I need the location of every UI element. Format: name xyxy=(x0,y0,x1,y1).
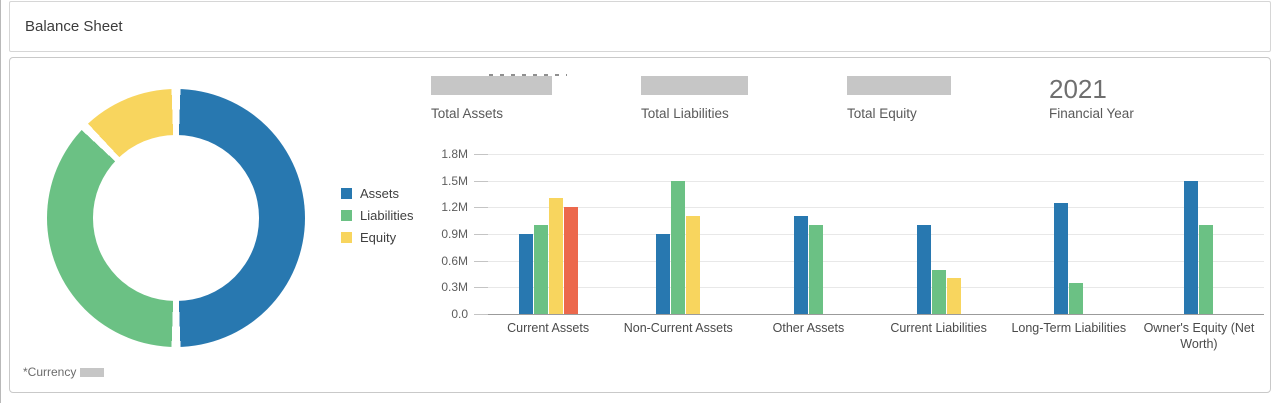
kpi-label: Total Equity xyxy=(847,106,917,121)
kpi-label: Total Liabilities xyxy=(641,106,729,121)
page-title: Balance Sheet xyxy=(25,18,123,35)
x-category-label: Long-Term Liabilities xyxy=(1011,321,1127,335)
y-tick-mark xyxy=(474,180,488,182)
x-category-label: Owner's Equity (Net Worth) xyxy=(1143,321,1255,352)
bar-group xyxy=(483,154,613,314)
bar-chart-plot-area: 1.8M 1.5M 1.2M 0.9M 0.6M 0.3M 0.0 xyxy=(441,147,1264,321)
y-tick-label: 0.3M xyxy=(441,280,468,295)
bar-assets[interactable] xyxy=(1054,202,1069,314)
gridline xyxy=(483,287,1264,289)
bar-liabilities[interactable] xyxy=(808,225,823,314)
title-card: Balance Sheet xyxy=(9,1,1271,52)
y-tick-mark xyxy=(474,260,488,262)
legend-label: Equity xyxy=(360,230,397,245)
x-category-label: Non-Current Assets xyxy=(623,321,733,335)
bar-liabilities[interactable] xyxy=(1199,225,1214,314)
equity-swatch-icon xyxy=(341,232,352,243)
page-left-edge xyxy=(0,0,1,403)
bar-assets[interactable] xyxy=(518,234,533,314)
x-category-label: Current Liabilities xyxy=(890,321,987,335)
gridline xyxy=(483,207,1264,209)
y-tick-mark xyxy=(474,234,488,235)
bar-assets[interactable] xyxy=(793,216,808,314)
kpi-value: 2021 xyxy=(1049,74,1134,104)
bar-liabilities[interactable] xyxy=(931,269,946,314)
bar-group xyxy=(743,154,873,314)
bar-liabilities[interactable] xyxy=(1069,282,1084,314)
kpi-total-liabilities: Total Liabilities xyxy=(641,74,748,121)
bar-group xyxy=(613,154,743,314)
currency-footnote: *Currency xyxy=(23,365,105,379)
chart-legend: Assets Liabilities Equity xyxy=(341,186,413,252)
y-tick-label: 0.0 xyxy=(451,307,468,321)
bar-group xyxy=(874,154,1004,314)
redacted-value-block xyxy=(641,76,748,95)
bar-groups xyxy=(483,154,1264,314)
redacted-digit-tops xyxy=(489,74,567,76)
kpi-total-equity: Total Equity xyxy=(847,74,951,121)
kpi-label: Financial Year xyxy=(1049,106,1134,121)
x-axis-line xyxy=(474,314,1264,315)
y-tick-mark xyxy=(474,207,488,209)
bar-equity[interactable] xyxy=(686,216,701,314)
assets-swatch-icon xyxy=(341,188,352,199)
bar-group xyxy=(1004,154,1134,314)
y-tick-label: 0.9M xyxy=(441,227,468,241)
y-tick-mark xyxy=(474,314,488,315)
gridline xyxy=(483,154,1264,155)
y-tick-mark xyxy=(474,287,488,289)
gridline xyxy=(483,260,1264,262)
bar-chart-category-labels: Current Assets Non-Current Assets Other As… xyxy=(483,320,1264,353)
donut-chart[interactable] xyxy=(47,89,305,347)
legend-item-liabilities[interactable]: Liabilities xyxy=(341,208,413,223)
redacted-value-block xyxy=(847,76,951,95)
y-tick-label: 1.5M xyxy=(441,173,468,188)
bar-extra[interactable] xyxy=(563,207,578,314)
legend-item-equity[interactable]: Equity xyxy=(341,230,413,245)
bar-equity[interactable] xyxy=(548,198,563,314)
gridline xyxy=(483,180,1264,182)
y-tick-mark xyxy=(474,154,488,155)
bar-assets[interactable] xyxy=(656,234,671,314)
y-tick-label: 0.6M xyxy=(441,253,468,268)
x-category-label: Current Assets xyxy=(507,321,590,335)
bar-group xyxy=(1134,154,1264,314)
redacted-value-block xyxy=(431,76,552,95)
kpi-label: Total Assets xyxy=(431,106,504,121)
y-tick-label: 1.2M xyxy=(441,200,468,215)
bar-liabilities[interactable] xyxy=(671,180,686,314)
bar-liabilities[interactable] xyxy=(533,225,548,314)
redacted-currency-block xyxy=(80,367,105,377)
kpi-financial-year: 2021 Financial Year xyxy=(1049,74,1134,121)
financial-year-value: 2021 xyxy=(1049,74,1107,104)
gridline xyxy=(483,234,1264,235)
legend-label: Liabilities xyxy=(360,208,414,223)
balance-sheet-card: Assets Liabilities Equity Total Assets T… xyxy=(9,57,1271,393)
liabilities-swatch-icon xyxy=(341,210,352,221)
bar-equity[interactable] xyxy=(946,278,961,314)
currency-footnote-label: *Currency xyxy=(23,365,77,379)
y-tick-label: 1.8M xyxy=(441,147,468,161)
kpi-total-assets: Total Assets xyxy=(431,74,567,121)
x-category-label: Other Assets xyxy=(772,321,845,335)
kpi-value xyxy=(431,74,567,104)
legend-label: Assets xyxy=(360,186,400,201)
kpi-value xyxy=(847,74,951,104)
kpi-value xyxy=(641,74,748,104)
bar-assets[interactable] xyxy=(1184,180,1199,314)
bar-assets[interactable] xyxy=(916,225,931,314)
legend-item-assets[interactable]: Assets xyxy=(341,186,413,201)
